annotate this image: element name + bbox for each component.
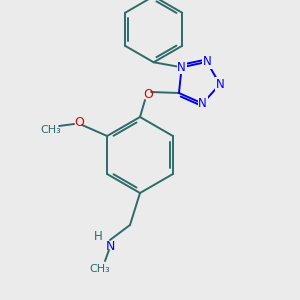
Text: O: O: [74, 116, 84, 128]
Text: H: H: [94, 230, 102, 244]
Text: N: N: [215, 78, 224, 91]
Text: N: N: [198, 97, 207, 110]
Text: O: O: [143, 88, 153, 101]
Text: N: N: [202, 56, 211, 68]
Text: CH₃: CH₃: [90, 264, 110, 274]
Text: N: N: [177, 61, 186, 74]
Text: N: N: [105, 241, 115, 254]
Text: CH₃: CH₃: [41, 125, 62, 135]
